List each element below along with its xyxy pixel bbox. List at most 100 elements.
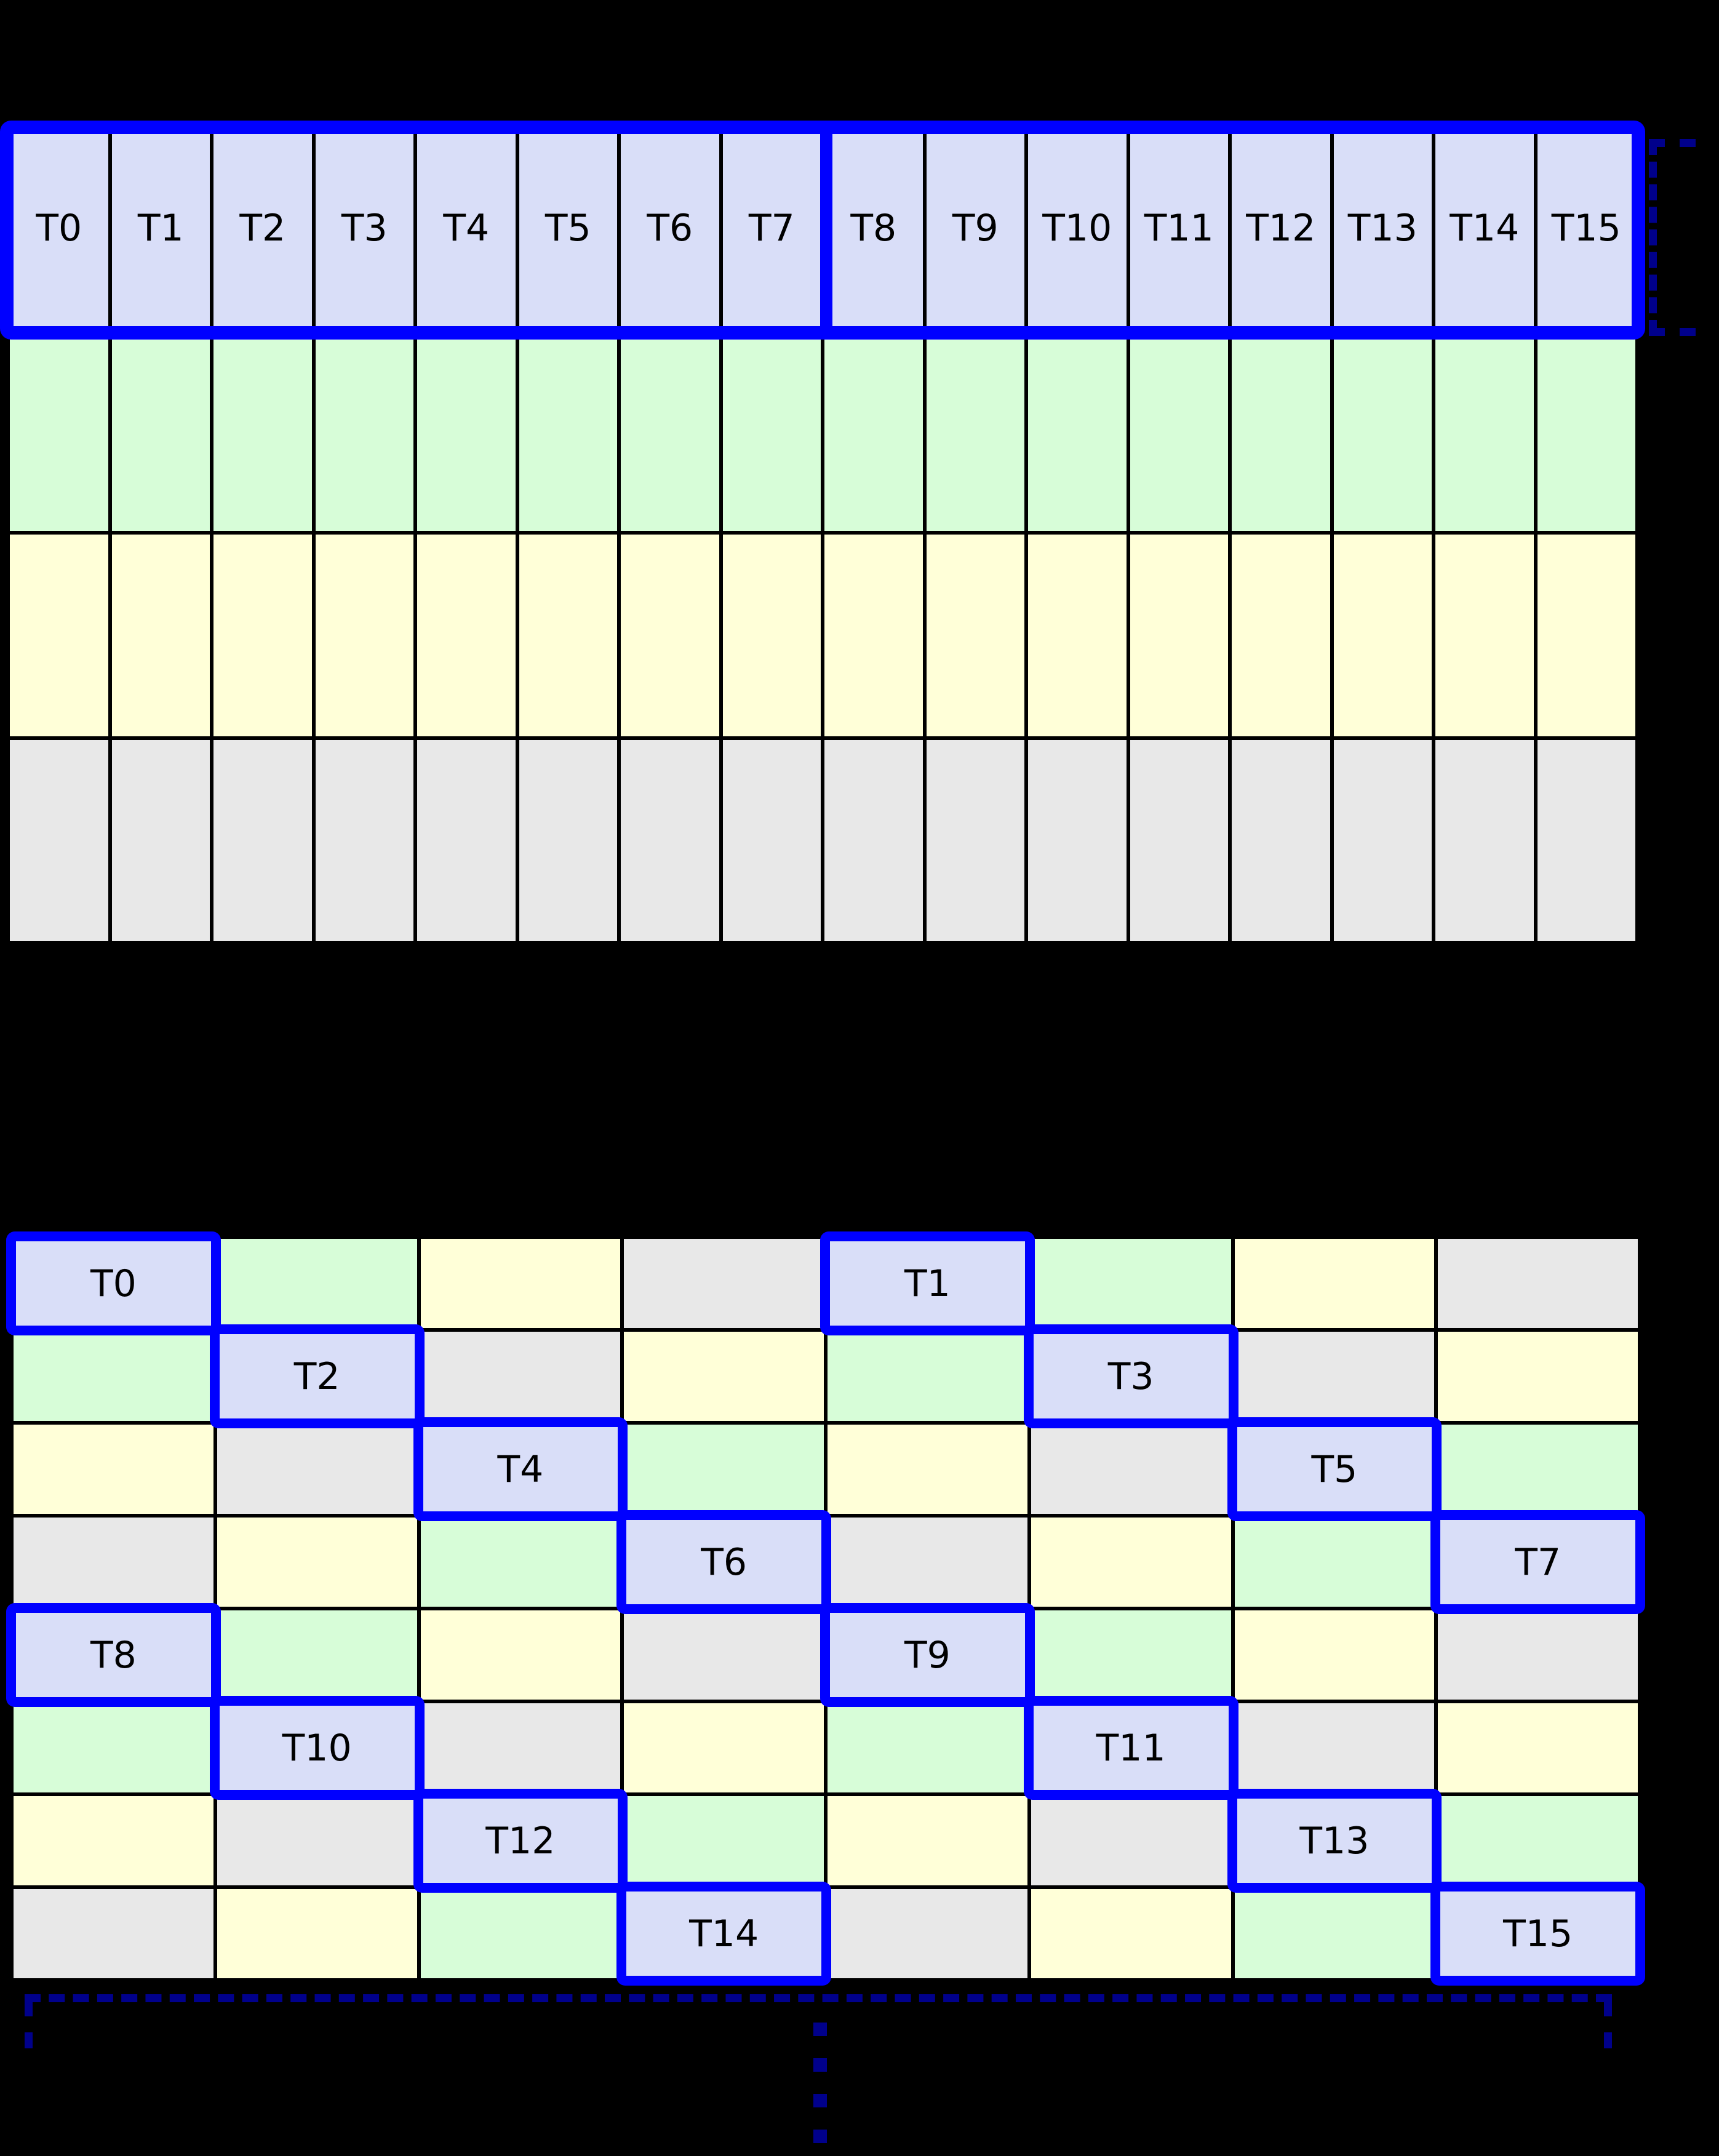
thread-cell-T9: T9 <box>926 130 1024 326</box>
thread-cell-T6: T6 <box>621 130 719 326</box>
ellipsis-dot <box>813 2130 827 2143</box>
gray-memory-cell <box>217 1796 417 1885</box>
green-memory-cell <box>828 1332 1027 1421</box>
thread-cell-T9: T9 <box>820 1603 1035 1707</box>
thread-cell-T4: T4 <box>413 1417 628 1521</box>
yellow-memory-cell <box>417 535 516 736</box>
gray-memory-cell <box>824 739 923 941</box>
gray-memory-cell <box>1435 739 1534 941</box>
green-memory-cell <box>14 1703 213 1792</box>
green-memory-cell <box>1031 1610 1231 1700</box>
yellow-memory-cell <box>1438 1332 1638 1421</box>
thread-cell-T1: T1 <box>820 1231 1035 1335</box>
gray-memory-cell <box>1234 1703 1435 1792</box>
gray-memory-cell <box>624 1610 824 1700</box>
green-memory-cell <box>1438 1796 1638 1885</box>
coalesced-access-grid: T0 T1 T2 T3 T4 T5 T6 T7 T8 T9 T10 T11 T12 T13 T14 T15 <box>0 121 1645 945</box>
thread-cell-T7: T7 <box>1430 1510 1645 1614</box>
yellow-memory-cell <box>420 1239 621 1328</box>
ellipsis-dot <box>813 2094 827 2107</box>
yellow-memory-cell <box>213 535 312 736</box>
green-memory-cell <box>824 330 923 531</box>
green-memory-cell <box>1435 330 1534 531</box>
thread-cell-T2: T2 <box>213 130 312 326</box>
gray-memory-cell <box>1031 1796 1231 1885</box>
yellow-memory-cell <box>621 535 719 736</box>
gray-memory-cell <box>1031 1425 1231 1514</box>
gray-memory-cell <box>519 739 617 941</box>
yellow-memory-cell <box>1333 535 1432 736</box>
yellow-memory-cell <box>828 1796 1027 1885</box>
green-memory-cell <box>1031 1239 1231 1328</box>
yellow-memory-cell <box>519 535 617 736</box>
thread-cell-T0: T0 <box>10 130 108 326</box>
green-memory-cell <box>1438 1425 1638 1514</box>
green-memory-cell <box>926 330 1024 531</box>
yellow-memory-cell <box>217 1518 417 1607</box>
thread-cell-T2: T2 <box>209 1324 425 1428</box>
green-memory-cell <box>14 1332 213 1421</box>
thread-cell-T10: T10 <box>209 1696 425 1800</box>
yellow-memory-cell <box>624 1332 824 1421</box>
gray-memory-cell <box>217 1425 417 1514</box>
gray-memory-cell <box>213 739 312 941</box>
thread-cell-T4: T4 <box>417 130 516 326</box>
green-memory-cell <box>624 1796 824 1885</box>
green-memory-cell <box>519 330 617 531</box>
yellow-memory-cell <box>1234 1610 1435 1700</box>
thread-cell-T15: T15 <box>1430 1882 1645 1986</box>
green-memory-cell <box>1333 330 1432 531</box>
green-memory-cell <box>1234 1889 1435 1978</box>
yellow-memory-cell <box>1537 535 1635 736</box>
yellow-memory-cell <box>1130 535 1228 736</box>
green-memory-cell <box>420 1889 621 1978</box>
green-memory-cell <box>1232 330 1330 531</box>
yellow-memory-cell <box>217 1889 417 1978</box>
gray-memory-cell <box>1438 1610 1638 1700</box>
thread-cell-T12: T12 <box>1232 130 1330 326</box>
bottom-bracket-left-tick <box>25 2000 33 2048</box>
ellipsis-dot <box>813 2058 827 2072</box>
gray-memory-cell <box>926 739 1024 941</box>
gray-memory-cell <box>315 739 413 941</box>
gray-memory-cell <box>420 1703 621 1792</box>
gray-memory-cell <box>14 1889 213 1978</box>
yellow-memory-cell <box>111 535 210 736</box>
thread-cell-T10: T10 <box>1028 130 1127 326</box>
yellow-memory-cell <box>1438 1703 1638 1792</box>
green-memory-cell <box>217 1239 417 1328</box>
thread-cell-T3: T3 <box>1023 1324 1238 1428</box>
thread-cell-T14: T14 <box>1435 130 1534 326</box>
gray-memory-cell <box>722 739 821 941</box>
yellow-memory-cell <box>420 1610 621 1700</box>
gray-memory-cell <box>828 1518 1027 1607</box>
thread-cell-T13: T13 <box>1333 130 1432 326</box>
thread-cell-T3: T3 <box>315 130 413 326</box>
thread-cell-T6: T6 <box>616 1510 831 1614</box>
green-memory-cell <box>213 330 312 531</box>
gray-memory-cell <box>1028 739 1127 941</box>
gray-memory-cell <box>420 1332 621 1421</box>
bottom-bracket-right-tick <box>1604 2000 1612 2048</box>
gray-memory-cell <box>621 739 719 941</box>
yellow-memory-cell <box>1031 1518 1231 1607</box>
gray-memory-cell <box>1232 739 1330 941</box>
yellow-memory-cell <box>926 535 1024 736</box>
gray-memory-cell <box>1130 739 1228 941</box>
green-memory-cell <box>315 330 413 531</box>
green-memory-cell <box>624 1425 824 1514</box>
gray-memory-cell <box>624 1239 824 1328</box>
yellow-memory-cell <box>624 1703 824 1792</box>
green-memory-cell <box>722 330 821 531</box>
green-memory-cell <box>217 1610 417 1700</box>
continuation-ellipsis <box>813 2023 827 2143</box>
yellow-memory-cell <box>10 535 108 736</box>
gray-memory-cell <box>1234 1332 1435 1421</box>
thread-cell-T8: T8 <box>824 130 923 326</box>
green-memory-cell <box>417 330 516 531</box>
yellow-memory-cell <box>1435 535 1534 736</box>
yellow-memory-cell <box>722 535 821 736</box>
thread-cell-T14: T14 <box>616 1882 831 1986</box>
green-memory-cell <box>10 330 108 531</box>
